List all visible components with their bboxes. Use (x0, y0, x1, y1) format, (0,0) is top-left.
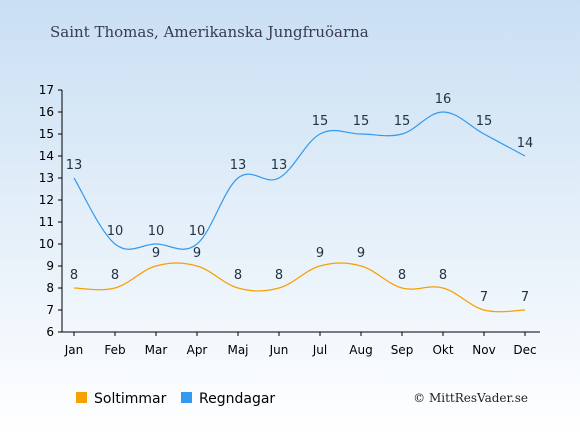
data-label-regndagar: 13 (230, 158, 247, 173)
data-label-regndagar: 15 (476, 114, 493, 129)
series-line-regndagar (73, 111, 526, 250)
x-tick-label: Aug (349, 343, 372, 357)
legend: Soltimmar Regndagar (76, 391, 275, 407)
y-tick-label: 7 (46, 303, 54, 317)
y-tick-label: 12 (39, 193, 54, 207)
y-tick-label: 10 (39, 237, 54, 251)
x-tick-label: Dec (513, 343, 536, 357)
series-line-soltimmar (73, 262, 526, 313)
data-label-soltimmar: 7 (521, 290, 529, 305)
series-lines (73, 111, 526, 313)
y-tick-label: 17 (39, 83, 54, 97)
y-tick-label: 8 (46, 281, 54, 295)
x-tick-label: Nov (472, 343, 495, 357)
data-label-soltimmar: 8 (234, 268, 242, 283)
x-tick-label: Feb (104, 343, 125, 357)
credit-text: © MittResVader.se (413, 391, 528, 405)
data-label-regndagar: 10 (148, 224, 165, 239)
data-label-soltimmar: 7 (480, 290, 488, 305)
y-tick-label: 13 (39, 171, 54, 185)
data-label-regndagar: 14 (517, 136, 534, 151)
data-labels: 8 8 9 9 8 8 9 9 8 8 7 7 13 10 10 10 13 13 15 15 15 16 15 14 (66, 92, 534, 305)
data-label-soltimmar: 8 (439, 268, 447, 283)
data-label-soltimmar: 9 (357, 246, 365, 261)
x-tick-label: Jan (64, 343, 84, 357)
y-tick-label: 11 (39, 215, 54, 229)
legend-label-soltimmar: Soltimmar (94, 391, 167, 407)
x-tick-label: Mar (145, 343, 168, 357)
data-label-regndagar: 13 (271, 158, 288, 173)
x-tick-label: Jul (312, 343, 327, 357)
data-label-regndagar: 13 (66, 158, 83, 173)
data-label-soltimmar: 8 (398, 268, 406, 283)
y-tick-label: 16 (39, 105, 54, 119)
data-label-soltimmar: 8 (111, 268, 119, 283)
data-label-soltimmar: 9 (316, 246, 324, 261)
data-label-regndagar: 15 (312, 114, 329, 129)
x-tick-label: Maj (227, 343, 248, 357)
x-tick-label: Sep (391, 343, 414, 357)
data-label-regndagar: 10 (107, 224, 124, 239)
axes: 6 7 8 9 10 11 12 13 14 15 16 17 Jan Feb Mar Apr Maj Jun Ju… (39, 83, 540, 357)
data-label-regndagar: 16 (435, 92, 452, 107)
x-tick-label: Apr (187, 343, 208, 357)
data-label-regndagar: 15 (353, 114, 370, 129)
x-tick-label: Okt (432, 343, 453, 357)
data-label-soltimmar: 8 (70, 268, 78, 283)
chart-title: Saint Thomas, Amerikanska Jungfruöarna (50, 23, 369, 41)
data-label-soltimmar: 8 (275, 268, 283, 283)
legend-label-regndagar: Regndagar (199, 391, 275, 407)
y-tick-label: 9 (46, 259, 54, 273)
x-tick-label: Jun (269, 343, 289, 357)
legend-swatch-regndagar (181, 392, 192, 403)
y-tick-label: 15 (39, 127, 54, 141)
legend-swatch-soltimmar (76, 392, 87, 403)
data-label-soltimmar: 9 (152, 246, 160, 261)
y-tick-label: 14 (39, 149, 54, 163)
y-tick-label: 6 (46, 325, 54, 339)
data-label-soltimmar: 9 (193, 246, 201, 261)
data-label-regndagar: 10 (189, 224, 206, 239)
data-label-regndagar: 15 (394, 114, 411, 129)
